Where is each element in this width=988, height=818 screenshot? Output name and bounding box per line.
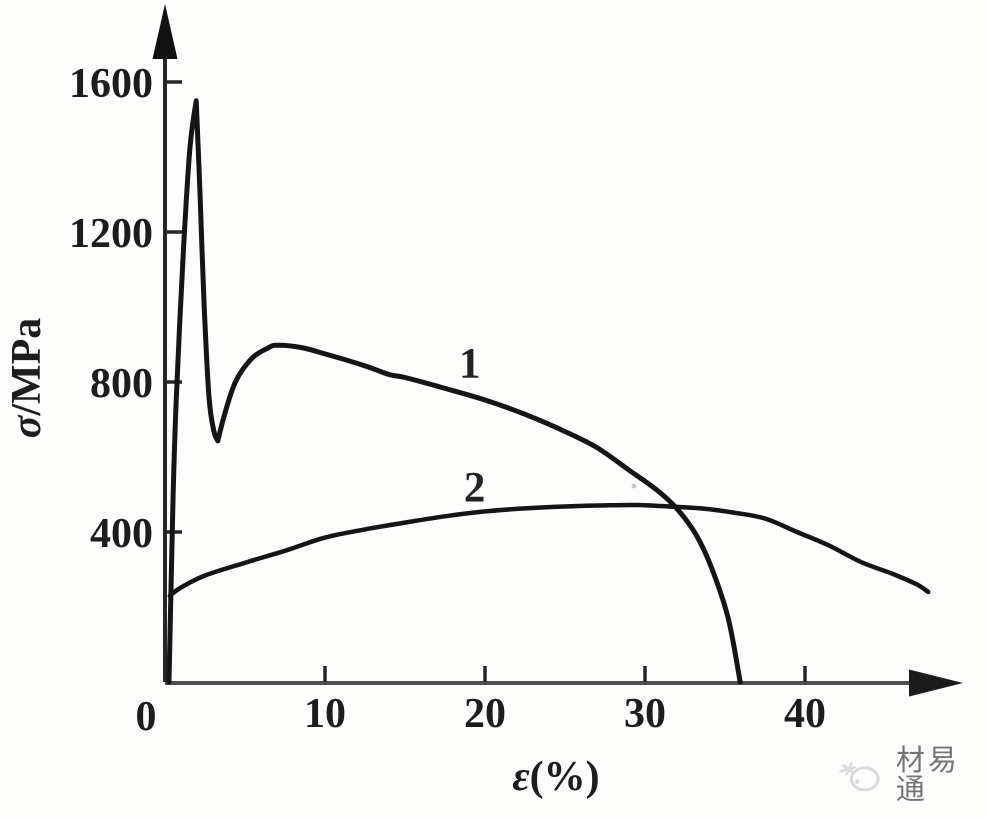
y-axis-title: σ/MPa: [4, 318, 50, 439]
watermark-logo-icon: [839, 762, 880, 792]
x-tick-label: 10: [304, 691, 346, 737]
curve-label-1: 1: [459, 341, 481, 388]
y-tick-label: 1600: [69, 61, 153, 107]
x-axis-arrow-icon: [909, 669, 963, 697]
x-tick-label: 30: [624, 691, 666, 737]
x-tick-label: 40: [784, 691, 826, 737]
scan-speck: [631, 483, 637, 489]
curve-1: [166, 98, 743, 685]
origin-label: 0: [136, 694, 157, 740]
y-tick-label: 1200: [69, 211, 153, 257]
curve-2: [167, 502, 931, 599]
y-axis-arrow-icon: [152, 4, 178, 59]
y-tick-label: 400: [90, 511, 153, 557]
watermark-text: 材易通: [895, 745, 960, 806]
x-axis-title: ε(%): [512, 754, 599, 800]
x-tick-label: 20: [464, 691, 506, 737]
curve-label-2: 2: [464, 464, 486, 511]
y-tick-label: 800: [90, 361, 153, 407]
watermark: 材易通: [836, 747, 988, 805]
